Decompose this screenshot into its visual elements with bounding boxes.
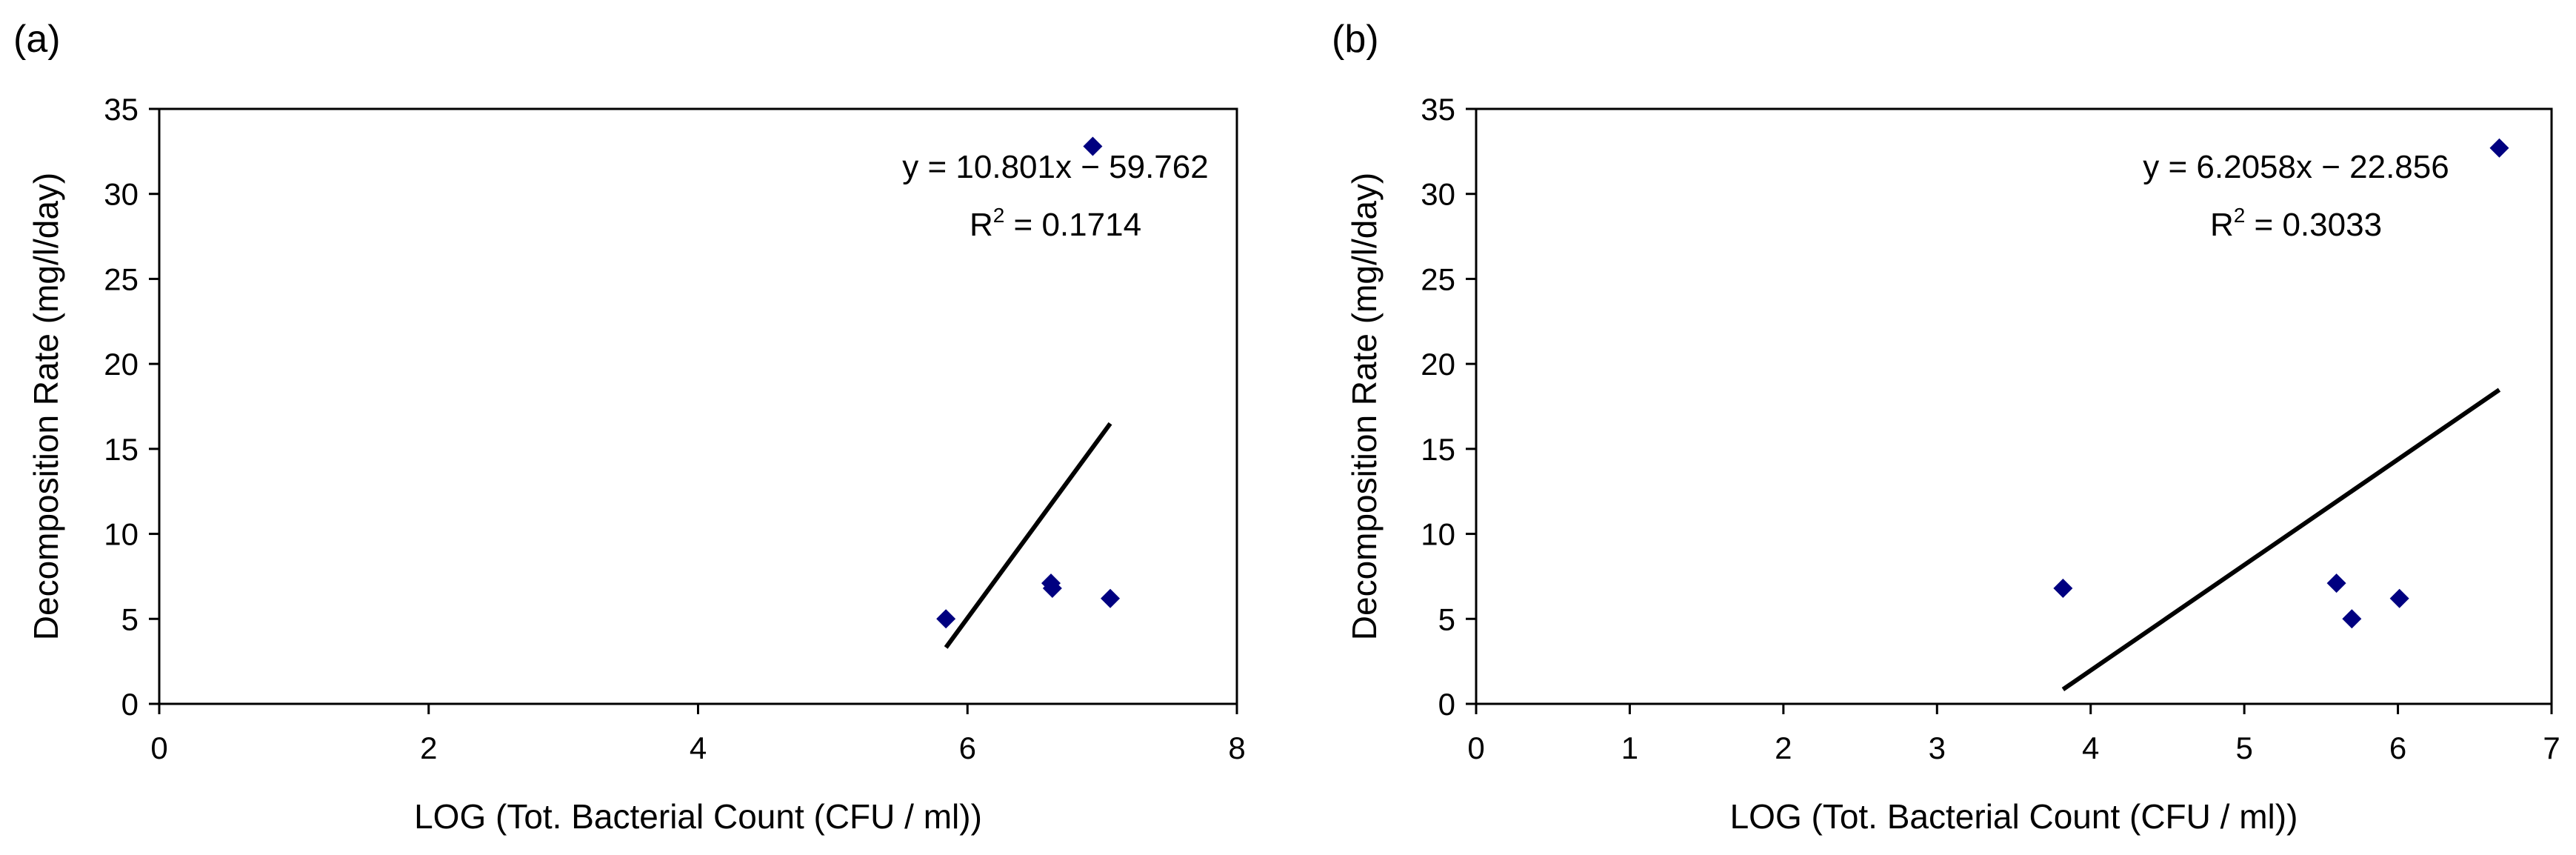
y-tick-label: 25 (1421, 262, 1455, 296)
x-tick-label: 5 (2235, 731, 2252, 765)
x-tick-label: 3 (1929, 731, 1946, 765)
y-tick-label: 5 (121, 602, 139, 636)
y-tick-label: 10 (104, 517, 139, 552)
x-axis-title: LOG (Tot. Bacterial Count (CFU / ml)) (414, 797, 982, 836)
chart-panel-b: (b) 0 5 10 15 20 25 30 35 0 1 2 3 4 5 6 7 LOG (Tot. Bacte… (1332, 18, 2560, 836)
y-tick-label: 25 (104, 262, 139, 296)
data-point (2489, 138, 2509, 158)
data-point (2342, 609, 2362, 629)
x-tick-label: 0 (150, 731, 167, 765)
x-axis-title: LOG (Tot. Bacterial Count (CFU / ml)) (1730, 797, 2298, 836)
y-tick-label: 5 (1438, 602, 1455, 636)
x-tick-label: 6 (959, 731, 976, 765)
data-point (1083, 136, 1103, 156)
chart-panel-a: (a) 0 5 10 15 20 25 30 35 0 2 4 6 8 LOG (Tot. Bacteria… (13, 18, 1246, 836)
x-tick-label: 7 (2543, 731, 2560, 765)
trendline (2061, 387, 2501, 691)
y-tick-label: 20 (1421, 347, 1455, 382)
y-tick-label: 20 (104, 347, 139, 382)
data-point (1042, 578, 1062, 598)
data-point (2053, 578, 2073, 598)
r-squared-label: R2 = 0.3033 (2210, 204, 2382, 243)
x-tick-label: 1 (1621, 731, 1638, 765)
data-point (2326, 573, 2346, 593)
y-tick-label: 35 (1421, 92, 1455, 127)
x-tick-label: 2 (1775, 731, 1792, 765)
panel-label: (a) (13, 18, 61, 61)
x-tick-label: 2 (420, 731, 437, 765)
x-tick-label: 4 (2082, 731, 2099, 765)
y-tick-label: 15 (104, 432, 139, 467)
r-squared-label: R2 = 0.1714 (970, 204, 1141, 243)
x-tick-label: 4 (690, 731, 707, 765)
x-tick-label: 6 (2389, 731, 2406, 765)
y-axis-title: Decomposition Rate (mg/l/day) (27, 173, 65, 640)
data-point (2389, 588, 2409, 608)
x-tick-label: 0 (1467, 731, 1484, 765)
y-axis-title: Decomposition Rate (mg/l/day) (1345, 173, 1384, 640)
data-point (1101, 588, 1121, 608)
y-tick-label: 30 (1421, 177, 1455, 212)
plot-area-frame (158, 107, 1238, 705)
trendline-equation: y = 6.2058x − 22.856 (2143, 149, 2449, 185)
y-tick-label: 0 (1438, 687, 1455, 722)
x-tick-label: 8 (1228, 731, 1245, 765)
y-tick-label: 10 (1421, 517, 1455, 552)
y-tick-label: 15 (1421, 432, 1455, 467)
y-tick-label: 30 (104, 177, 139, 212)
y-tick-label: 35 (104, 92, 139, 127)
trendline-equation: y = 10.801x − 59.762 (902, 149, 1208, 185)
plot-area-frame (1475, 107, 2553, 705)
trendline (944, 422, 1112, 649)
y-tick-label: 0 (121, 687, 139, 722)
data-point (936, 609, 956, 629)
panel-label: (b) (1332, 18, 1379, 61)
